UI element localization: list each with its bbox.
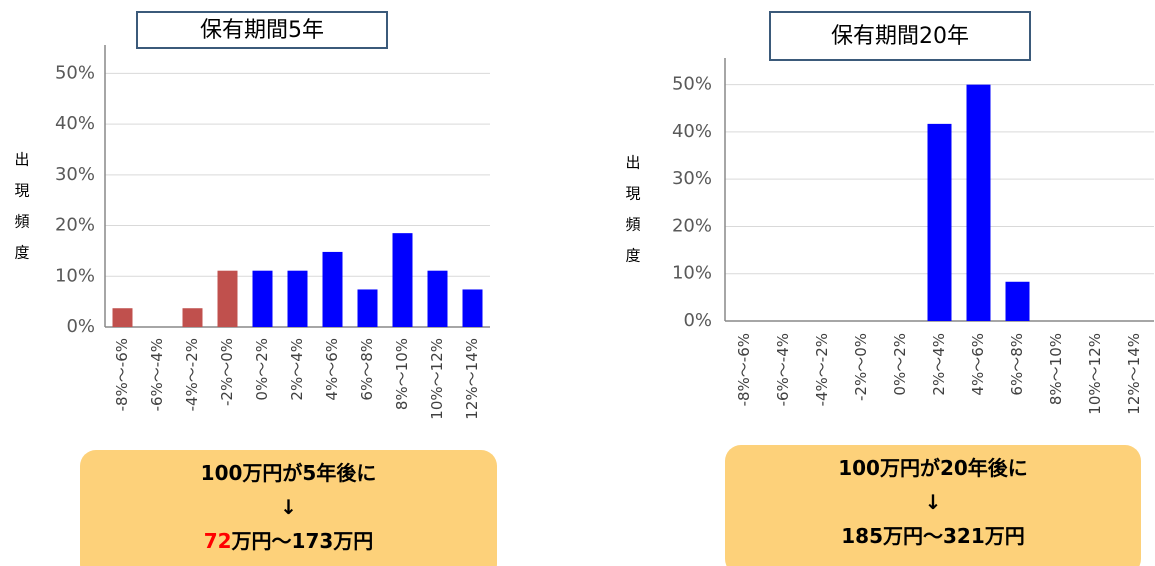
x-tick-label: 0%～2%: [253, 338, 271, 401]
callout-text: 72万円〜173万円: [204, 529, 374, 553]
y-tick-label: 0%: [683, 310, 712, 331]
callout-segment: 100万円が20年後に: [838, 456, 1028, 480]
callout-text: 100万円が5年後に: [201, 461, 377, 485]
y-axis-label: 頻: [625, 216, 640, 234]
y-tick-label: 30%: [672, 168, 712, 189]
y-tick-label: 50%: [55, 62, 95, 83]
x-tick-label: 12%～14%: [1125, 333, 1143, 415]
x-tick-label: -8%～-6%: [735, 333, 753, 406]
x-tick-label: -2%～0%: [852, 333, 870, 401]
callout-segment: 185万円〜321万円: [841, 524, 1025, 548]
callout-segment: 100万円が5年後に: [201, 461, 377, 485]
x-tick-label: 10%～12%: [428, 338, 446, 420]
y-tick-label: 0%: [66, 316, 95, 337]
callout-segment: ↓: [925, 490, 942, 514]
y-tick-label: 30%: [55, 164, 95, 185]
x-tick-label: -8%～-6%: [113, 338, 131, 411]
bar: [357, 289, 378, 327]
x-tick-label: 12%～14%: [463, 338, 481, 420]
y-tick-label: 10%: [672, 263, 712, 284]
bar: [112, 308, 133, 327]
x-tick-label: -4%～-2%: [183, 338, 201, 411]
callout-segment: ↓: [280, 495, 297, 519]
x-tick-label: 10%～12%: [1086, 333, 1104, 415]
bar: [1005, 281, 1030, 321]
x-tick-label: 8%～10%: [393, 338, 411, 410]
y-axis-label: 度: [14, 244, 29, 262]
x-tick-label: 2%～4%: [288, 338, 306, 401]
bar: [927, 123, 952, 321]
callout-text: 185万円〜321万円: [841, 524, 1025, 548]
y-axis-label: 現: [14, 182, 29, 200]
y-tick-label: 20%: [672, 215, 712, 236]
x-tick-label: -2%～0%: [218, 338, 236, 406]
y-tick-label: 20%: [55, 215, 95, 236]
title-box: [136, 11, 388, 49]
x-tick-label: 4%～6%: [323, 338, 341, 401]
callout-segment: 72: [204, 529, 232, 553]
x-tick-label: 8%～10%: [1047, 333, 1065, 405]
chart-title: 保有期間20年: [831, 24, 969, 49]
callout-text: ↓: [925, 490, 942, 514]
y-axis-label: 現: [625, 185, 640, 203]
callout-box: [725, 445, 1141, 566]
x-tick-label: 0%～2%: [891, 333, 909, 396]
bar: [966, 84, 991, 322]
bar: [427, 270, 448, 327]
x-tick-label: -6%～-4%: [148, 338, 166, 411]
bar: [322, 251, 343, 327]
bar: [462, 289, 483, 327]
y-axis-label: 出: [625, 154, 640, 172]
callout-segment: 万円〜173万円: [231, 529, 374, 553]
x-tick-label: 6%～8%: [358, 338, 376, 401]
callout-box: [80, 450, 497, 566]
bar: [252, 270, 273, 327]
callout-text: 100万円が20年後に: [838, 456, 1028, 480]
title-box: [769, 11, 1031, 61]
y-axis-label: 頻: [14, 213, 29, 231]
bar: [217, 270, 238, 327]
bar: [392, 233, 413, 327]
y-tick-label: 10%: [55, 265, 95, 286]
y-tick-label: 50%: [672, 74, 712, 95]
x-tick-label: 2%～4%: [930, 333, 948, 396]
x-tick-label: 4%～6%: [969, 333, 987, 396]
bar: [287, 270, 308, 327]
y-tick-label: 40%: [55, 113, 95, 134]
bar: [182, 308, 203, 327]
x-tick-label: -6%～-4%: [774, 333, 792, 406]
y-axis-label: 度: [625, 247, 640, 265]
callout-text: ↓: [280, 495, 297, 519]
y-axis-label: 出: [14, 151, 29, 169]
x-tick-label: -4%～-2%: [813, 333, 831, 406]
y-tick-label: 40%: [672, 121, 712, 142]
x-tick-label: 6%～8%: [1008, 333, 1026, 396]
chart-title: 保有期間5年: [200, 18, 324, 43]
